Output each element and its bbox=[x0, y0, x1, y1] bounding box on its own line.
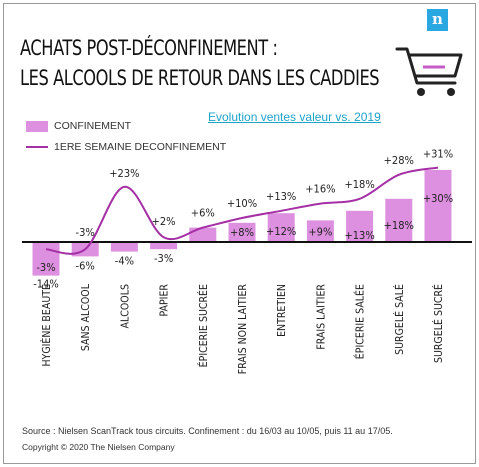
bar-label-6: +12% bbox=[266, 225, 296, 238]
copyright-note: Copyright © 2020 The Nielsen Company bbox=[22, 442, 175, 452]
category-label-3: PAPIER bbox=[159, 284, 171, 317]
bar-label-10: +30% bbox=[423, 192, 453, 205]
category-label-0: HYGIÈNE BEAUTÉ bbox=[40, 284, 53, 367]
line-deconfinement bbox=[45, 166, 439, 255]
chart-frame bbox=[3, 3, 476, 464]
bar-9 bbox=[385, 198, 413, 242]
bar-label-5: +8% bbox=[230, 226, 254, 239]
line-label-0: -3% bbox=[36, 261, 55, 274]
bar-3 bbox=[150, 242, 178, 250]
category-label-10: SURGELÉ SUCRÉ bbox=[432, 284, 445, 363]
legend-item-deconfinement: 1ERE SEMAINE DECONFINEMENT bbox=[26, 141, 226, 153]
chart-subtitle: Evolution ventes valeur vs. 2019 bbox=[208, 110, 381, 124]
bar-label-1: -6% bbox=[76, 259, 95, 272]
category-label-7: FRAIS LAITIER bbox=[315, 284, 327, 350]
line-label-10: +31% bbox=[423, 148, 453, 161]
line-label-6: +13% bbox=[266, 190, 296, 203]
bar-label-2: -4% bbox=[115, 255, 134, 268]
legend-line-label: 1ERE SEMAINE DECONFINEMENT bbox=[54, 141, 227, 153]
bar-label-7: +9% bbox=[308, 225, 332, 238]
line-label-8: +18% bbox=[344, 178, 374, 191]
line-label-2: +23% bbox=[109, 167, 139, 180]
bar-2 bbox=[110, 242, 138, 252]
category-label-9: SURGELÉ SALÉ bbox=[393, 284, 406, 355]
line-label-4: +6% bbox=[191, 207, 215, 220]
bar-label-3: -3% bbox=[154, 252, 173, 265]
line-label-1: -3% bbox=[76, 226, 95, 239]
bar-10 bbox=[424, 170, 452, 242]
legend-bar-swatch bbox=[26, 120, 48, 132]
bar-6 bbox=[267, 213, 295, 242]
category-label-6: ENTRETIEN bbox=[276, 284, 288, 337]
category-label-5: FRAIS NON LAITIER bbox=[237, 284, 249, 375]
legend-bar-label: CONFINEMENT bbox=[54, 120, 131, 132]
bar-4 bbox=[189, 227, 217, 242]
bar-label-9: +18% bbox=[384, 219, 414, 232]
line-label-3: +2% bbox=[152, 215, 176, 228]
nielsen-logo: n bbox=[427, 9, 448, 31]
bar-8 bbox=[346, 210, 374, 242]
bar-0 bbox=[32, 242, 60, 276]
shopping-cart-icon bbox=[395, 47, 463, 96]
line-label-9: +28% bbox=[384, 154, 414, 167]
chart-title-line1: ACHATS POST-DÉCONFINEMENT : bbox=[20, 36, 278, 60]
category-label-1: SANS ALCOOL bbox=[80, 283, 92, 351]
category-label-8: ÉPICERIE SALÉE bbox=[354, 284, 367, 359]
bar-label-8: +13% bbox=[344, 229, 374, 242]
category-label-4: ÉPICERIE SUCRÉE bbox=[197, 284, 210, 367]
bar-label-0: -14% bbox=[33, 278, 59, 291]
category-label-2: ALCOOLS bbox=[119, 284, 131, 328]
legend-item-confinement: CONFINEMENT bbox=[26, 120, 131, 132]
bar-5 bbox=[228, 222, 256, 242]
chart-title-line2: LES ALCOOLS DE RETOUR DANS LES CADDIES bbox=[20, 66, 380, 90]
source-note: Source : Nielsen ScanTrack tous circuits… bbox=[22, 426, 393, 436]
legend-line-swatch bbox=[26, 146, 48, 149]
line-label-7: +16% bbox=[305, 183, 335, 196]
bar-7 bbox=[306, 220, 334, 242]
line-label-5: +10% bbox=[227, 197, 257, 210]
